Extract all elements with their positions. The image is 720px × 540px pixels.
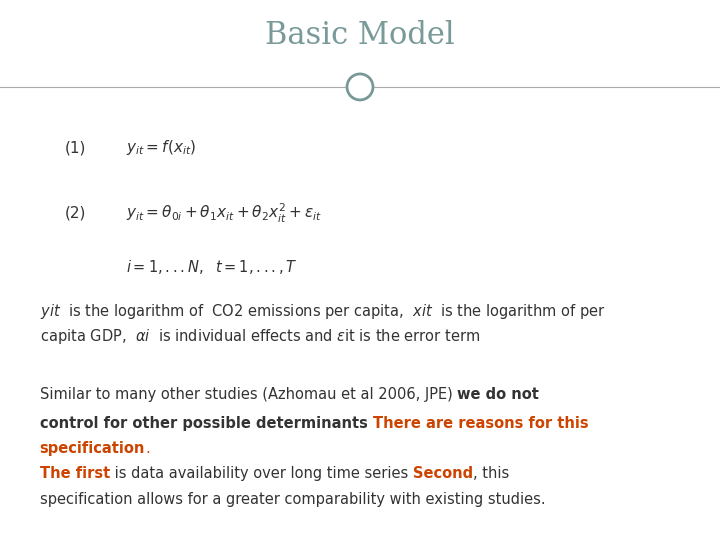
- Text: Basic Model: Basic Model: [265, 21, 455, 51]
- Text: (1): (1): [65, 140, 86, 155]
- Text: capita GDP,  $\alpha i$  is individual effects and $\varepsilon$it is the error : capita GDP, $\alpha i$ is individual eff…: [40, 327, 480, 346]
- Text: $y_{it} = \theta_{0i} + \theta_1 x_{it} + \theta_2 x_{it}^2 + \varepsilon_{it}$: $y_{it} = \theta_{0i} + \theta_1 x_{it} …: [126, 202, 322, 225]
- Text: $i=1,...N,\ \ t=1,...,T$: $i=1,...N,\ \ t=1,...,T$: [126, 258, 297, 275]
- Text: we do not: we do not: [457, 387, 539, 402]
- Text: The first: The first: [40, 466, 110, 481]
- Text: $yit$  is the logarithm of  CO2 emissions per capita,  $xit$  is the logarithm o: $yit$ is the logarithm of CO2 emissions …: [40, 302, 605, 321]
- Text: is data availability over long time series: is data availability over long time seri…: [110, 466, 413, 481]
- Text: specification allows for a greater comparability with existing studies.: specification allows for a greater compa…: [40, 491, 545, 507]
- Text: specification: specification: [40, 441, 145, 456]
- Text: (2): (2): [65, 206, 86, 221]
- Text: , this: , this: [473, 466, 509, 481]
- Text: There are reasons for this: There are reasons for this: [373, 416, 588, 431]
- Text: $y_{it} = f\left(x_{it}\right)$: $y_{it} = f\left(x_{it}\right)$: [126, 138, 197, 157]
- Text: control for other possible determinants: control for other possible determinants: [40, 416, 373, 431]
- Text: .: .: [145, 441, 150, 456]
- Text: Similar to many other studies (Azhomau et al 2006, JPE): Similar to many other studies (Azhomau e…: [40, 387, 457, 402]
- Text: Second: Second: [413, 466, 473, 481]
